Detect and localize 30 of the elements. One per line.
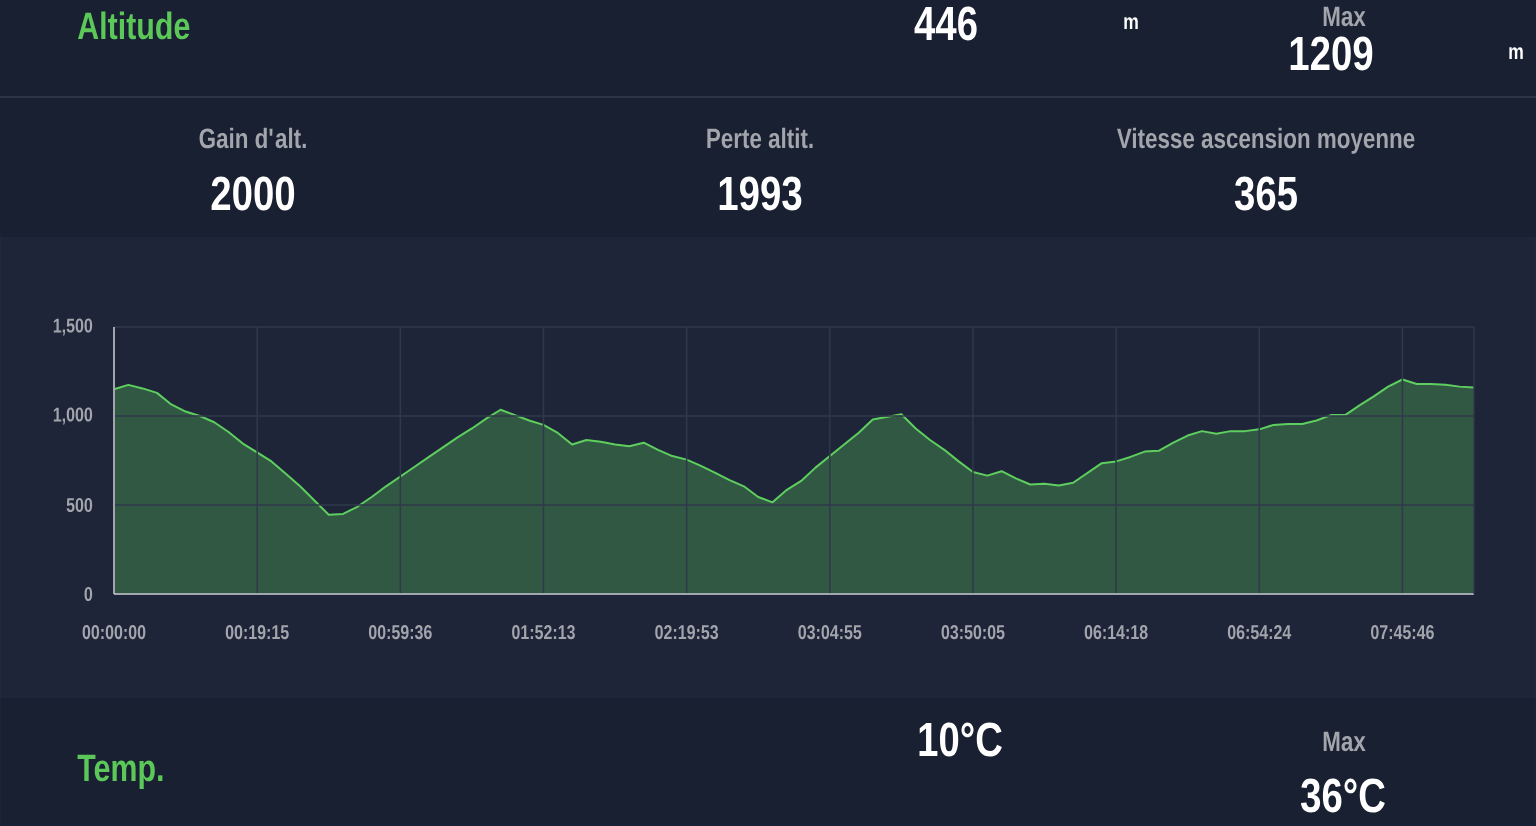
text: 10°C xyxy=(919,722,1002,757)
x-tick-label: 01:52:13 xyxy=(512,625,575,640)
y-tick-label: 1,000 xyxy=(53,407,93,425)
text: Max xyxy=(1323,731,1366,752)
x-tick-label: 00:00:00 xyxy=(82,625,146,640)
text: Perte altit. xyxy=(707,127,813,149)
text: 36°C xyxy=(1300,778,1385,813)
text: Max xyxy=(1323,6,1366,27)
text: Altitude xyxy=(77,11,190,40)
text: Vitesse ascension moyenne xyxy=(1116,127,1415,154)
x-tick-label: 06:54:24 xyxy=(1227,625,1292,640)
x-tick-label: 03:04:55 xyxy=(798,625,862,640)
text: 1209 xyxy=(1290,36,1373,71)
text: Temp. xyxy=(77,754,163,789)
x-tick-label: 02:19:53 xyxy=(655,625,719,640)
x-tick-label: 07:45:46 xyxy=(1371,625,1434,640)
text: Gain d'alt. xyxy=(199,127,306,149)
text: 446 xyxy=(914,6,977,41)
x-tick-label: 00:19:15 xyxy=(225,625,289,640)
y-tick-label: 1,500 xyxy=(53,318,93,336)
text: 365 xyxy=(1234,176,1297,211)
x-tick-label: 03:50:05 xyxy=(941,625,1005,640)
y-tick-label: 0 xyxy=(84,586,93,602)
x-tick-label: 06:14:18 xyxy=(1084,625,1148,640)
y-tick-label: 500 xyxy=(66,497,93,513)
text: 1993 xyxy=(719,176,802,211)
text: m xyxy=(1124,17,1138,29)
x-tick-label: 00:59:36 xyxy=(368,625,432,640)
text: 2000 xyxy=(211,176,295,211)
text: m xyxy=(1509,47,1523,59)
